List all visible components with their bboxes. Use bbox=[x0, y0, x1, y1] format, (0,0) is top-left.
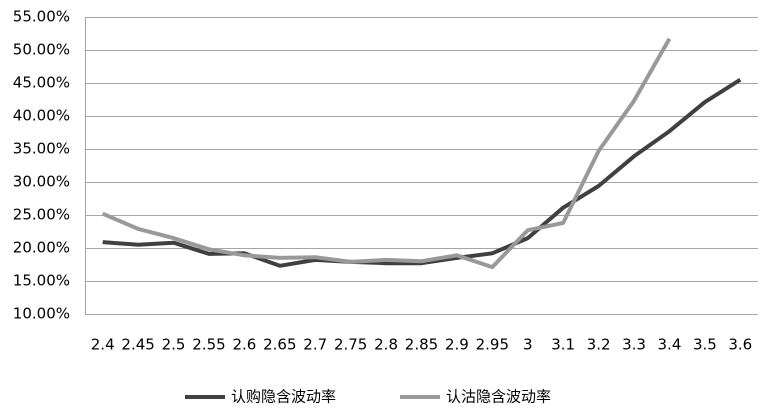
y-tick-label: 10.00% bbox=[13, 305, 70, 323]
x-tick-label: 2.5 bbox=[162, 336, 186, 354]
legend-label: 认沽隐含波动率 bbox=[446, 388, 551, 406]
y-tick-label: 15.00% bbox=[13, 272, 70, 290]
x-tick-label: 3.3 bbox=[622, 336, 646, 354]
line-series bbox=[101, 37, 672, 270]
line-series bbox=[102, 78, 742, 268]
legend-label: 认购隐含波动率 bbox=[231, 388, 336, 406]
x-tick-label: 2.55 bbox=[192, 336, 225, 354]
x-tick-label: 3.6 bbox=[728, 336, 752, 354]
x-tick-label: 3.2 bbox=[587, 336, 611, 354]
y-tick-label: 30.00% bbox=[13, 173, 70, 191]
x-tick-label: 2.6 bbox=[232, 336, 256, 354]
y-tick-label: 35.00% bbox=[13, 140, 70, 158]
x-tick-label: 3.4 bbox=[658, 336, 682, 354]
y-tick-label: 40.00% bbox=[13, 107, 70, 125]
x-tick-label: 3 bbox=[523, 336, 533, 354]
x-tick-label: 3.1 bbox=[551, 336, 575, 354]
x-tick-label: 2.8 bbox=[374, 336, 398, 354]
x-tick-label: 2.95 bbox=[476, 336, 509, 354]
y-tick-label: 45.00% bbox=[13, 74, 70, 92]
y-tick-label: 25.00% bbox=[13, 206, 70, 224]
x-tick-label: 3.5 bbox=[693, 336, 717, 354]
x-tick-label: 2.9 bbox=[445, 336, 469, 354]
y-tick-label: 50.00% bbox=[13, 41, 70, 59]
y-tick-label: 20.00% bbox=[13, 239, 70, 257]
x-tick-label: 2.85 bbox=[405, 336, 438, 354]
x-tick-label: 2.75 bbox=[334, 336, 367, 354]
x-tick-label: 2.4 bbox=[91, 336, 115, 354]
x-tick-label: 2.45 bbox=[121, 336, 154, 354]
x-tick-label: 2.65 bbox=[263, 336, 296, 354]
x-tick-label: 2.7 bbox=[303, 336, 327, 354]
y-tick-label: 55.00% bbox=[13, 8, 70, 26]
